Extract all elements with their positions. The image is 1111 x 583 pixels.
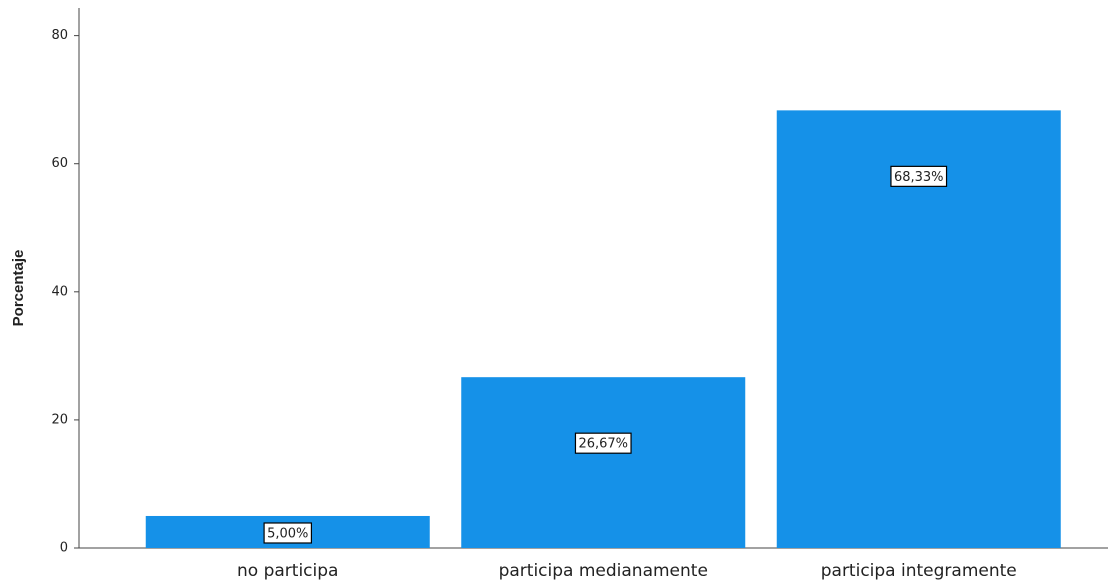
value-label: 26,67% [578, 437, 628, 452]
value-label-box [890, 165, 948, 187]
y-tick-label: 60 [51, 156, 68, 171]
value-label: 5,00% [267, 526, 308, 541]
y-tick-label: 80 [51, 28, 68, 43]
value-label-box [574, 432, 632, 454]
y-tick-label: 0 [60, 541, 68, 556]
value-label: 68,33% [894, 170, 944, 185]
x-tick-label: participa integramente [821, 561, 1017, 581]
y-axis-label: Porcentaje [10, 250, 27, 327]
bar [461, 377, 746, 548]
y-tick-label: 40 [51, 284, 68, 299]
value-label-box [263, 522, 313, 544]
y-tick-label: 20 [51, 412, 68, 427]
x-tick-label: participa medianamente [499, 561, 708, 581]
x-tick-label: no participa [237, 561, 338, 581]
